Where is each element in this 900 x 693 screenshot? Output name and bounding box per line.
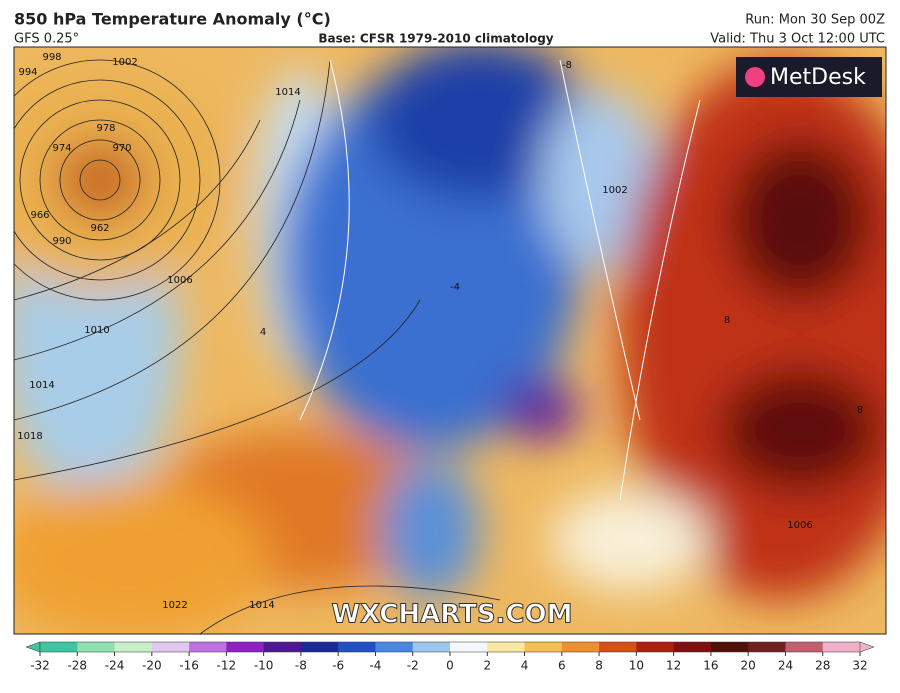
contour-label: 1006 — [167, 275, 192, 286]
colorbar-segment — [412, 642, 451, 652]
contour-label: 1010 — [84, 325, 109, 336]
colorbar-tick-label: 4 — [521, 659, 529, 673]
colorbar-segment — [710, 642, 749, 652]
contour-label: 998 — [42, 52, 61, 63]
contour-label: 1014 — [249, 600, 274, 611]
colorbar-tick-label: -10 — [254, 659, 274, 673]
colorbar-tick-label: -2 — [407, 659, 419, 673]
colorbar-tick-label: 32 — [852, 659, 867, 673]
colorbar-segment — [450, 642, 488, 652]
base: Base: CFSR 1979-2010 climatology — [318, 32, 553, 46]
colorbar-tick-label: 10 — [629, 659, 644, 673]
colorbar-tick-label: -8 — [295, 659, 307, 673]
colorbar-segment — [338, 642, 376, 652]
contour-label: 4 — [260, 327, 266, 338]
contour-label: 8 — [857, 405, 863, 416]
contour-label: 966 — [30, 210, 49, 221]
colorbar: -32 -28 -24 -20 -16 -12 -10 -8 -6 -4 -2 0 2 4 6 8 10 12 16… — [25, 641, 875, 673]
colorbar-tick-label: -4 — [369, 659, 381, 673]
contour-label: 1002 — [112, 57, 137, 68]
colorbar-segment — [40, 642, 78, 652]
colorbar-segment — [487, 642, 526, 652]
colorbar-tick-label: 6 — [558, 659, 566, 673]
colorbar-tick-label: -12 — [217, 659, 237, 673]
colorbar-segment — [114, 642, 153, 652]
colorbar-tick-label: -6 — [332, 659, 344, 673]
colorbar-tick-label: 16 — [703, 659, 718, 673]
colorbar-segment — [636, 642, 675, 652]
colorbar-segment — [748, 642, 786, 652]
contour-label: -4 — [450, 282, 460, 293]
colorbar-segment — [375, 642, 414, 652]
contour-label: 1006 — [787, 520, 812, 531]
colorbar-tick-label: 28 — [815, 659, 830, 673]
contour-label: 1018 — [17, 431, 42, 442]
colorbar-segment — [263, 642, 302, 652]
colorbar-tick-label: 24 — [778, 659, 793, 673]
colorbar-tick-label: 2 — [483, 659, 491, 673]
colorbar-tick-label: 20 — [741, 659, 756, 673]
map-frame — [13, 46, 887, 635]
colorbar-tick-label: -20 — [142, 659, 162, 673]
colorbar-tick-label: 8 — [595, 659, 603, 673]
colorbar-segment — [822, 642, 861, 652]
colorbar-segment — [226, 642, 265, 652]
logo-icon — [745, 67, 765, 87]
contour-label: 1014 — [29, 380, 54, 391]
map: 994 998 1002 1014 978 974 970 966 962 990 1006 1010… — [14, 47, 886, 634]
colorbar-segment — [524, 642, 563, 652]
contour-label: 970 — [112, 143, 131, 154]
colorbar-segment — [561, 642, 600, 652]
colorbar-arrow-low — [25, 641, 41, 653]
colorbar-tick-label: 12 — [666, 659, 681, 673]
contour-label: 8 — [724, 315, 730, 326]
contour-label: 978 — [96, 123, 115, 134]
colorbar-segment — [673, 642, 712, 652]
contour-label: 994 — [18, 67, 37, 78]
colorbar-segment — [599, 642, 637, 652]
contour-label: 962 — [90, 223, 109, 234]
colorbar-segment — [300, 642, 339, 652]
contour-label: 1014 — [275, 87, 300, 98]
contour-label: 990 — [52, 236, 71, 247]
colorbar-segment — [189, 642, 227, 652]
valid: Valid: Thu 3 Oct 12:00 UTC — [710, 32, 885, 47]
colorbar-arrow-high — [859, 641, 875, 653]
contour-label: -8 — [562, 60, 572, 71]
contour-label: 1002 — [602, 185, 627, 196]
colorbar-segment — [151, 642, 190, 652]
colorbar-segment — [785, 642, 824, 652]
logo: MetDesk — [770, 65, 866, 90]
run: Run: Mon 30 Sep 00Z — [745, 13, 885, 28]
title: 850 hPa Temperature Anomaly (°C) — [14, 10, 331, 29]
colorbar-tick-label: -28 — [67, 659, 87, 673]
watermark: WXCHARTS.COM — [331, 600, 572, 630]
colorbar-segment — [77, 642, 116, 652]
colorbar-tick-label: 0 — [446, 659, 454, 673]
colorbar-tick-label: -16 — [179, 659, 199, 673]
colorbar-tick-label: -32 — [30, 659, 50, 673]
colorbar-tick-label: -24 — [105, 659, 125, 673]
model: GFS 0.25° — [14, 32, 79, 47]
contour-label: 974 — [52, 143, 71, 154]
contour-label: 1022 — [162, 600, 187, 611]
